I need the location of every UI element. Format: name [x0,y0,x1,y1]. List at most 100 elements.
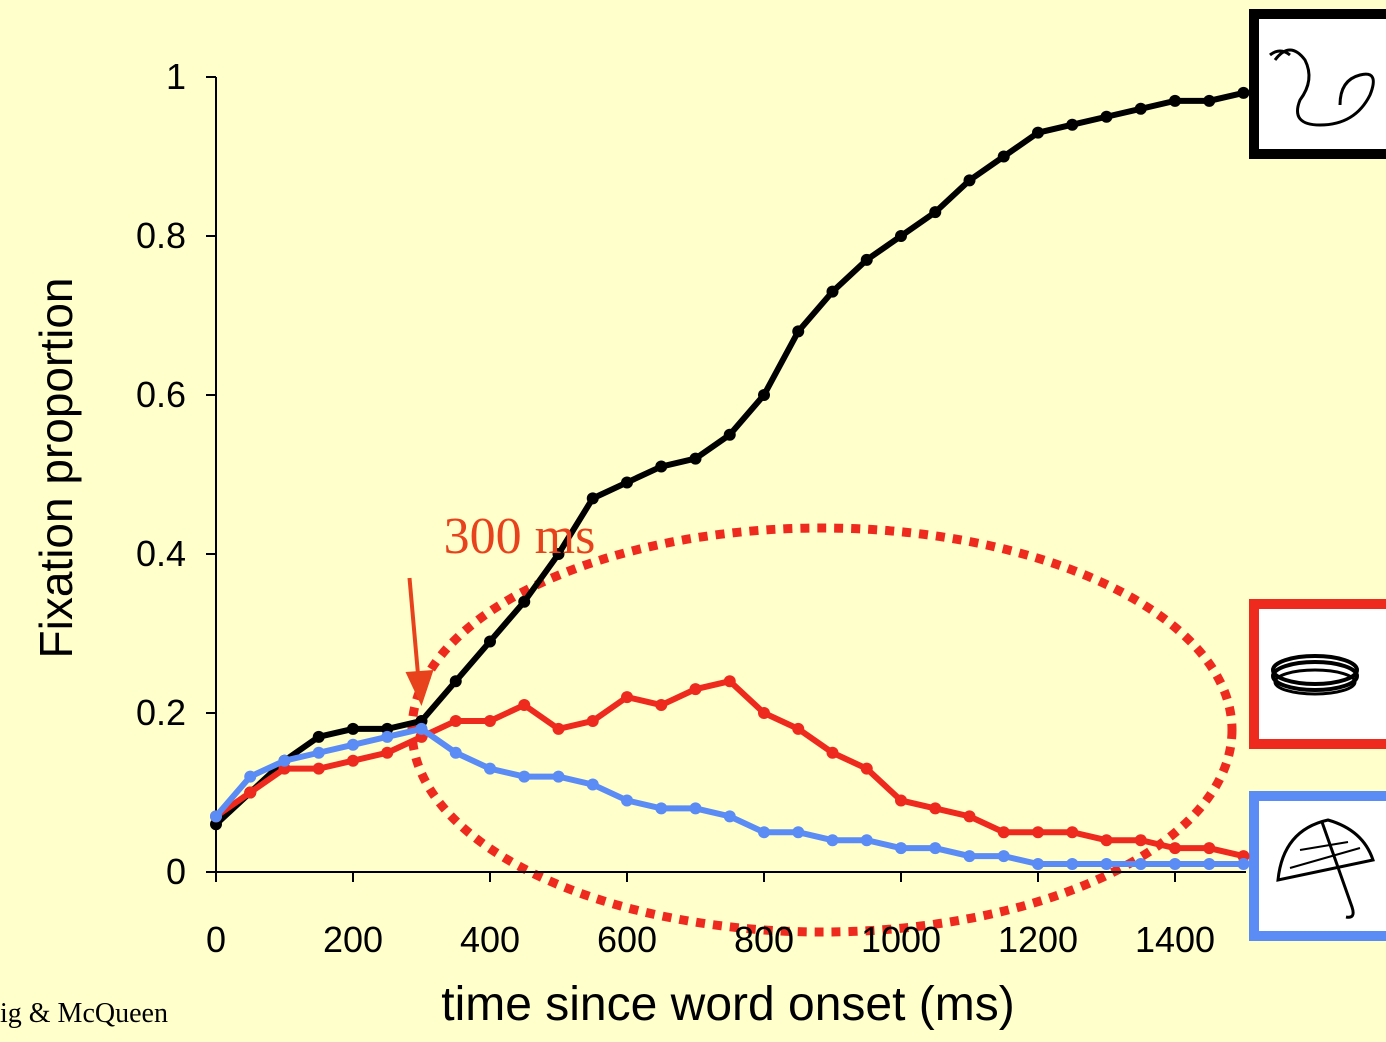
data-point [723,675,736,688]
data-point [758,826,770,839]
data-point [449,675,462,688]
data-point [518,770,531,783]
data-point [312,730,325,743]
data-point [1169,94,1181,107]
data-point [929,842,942,855]
data-point [484,714,496,727]
data-point [552,722,565,735]
data-point [1066,826,1079,839]
x-tick-label: 1400 [1135,919,1215,960]
credit: ig & McQueen [0,998,168,1029]
data-point [484,762,496,775]
data-point [997,826,1010,839]
distractor-picture [1249,791,1386,941]
data-point [1066,118,1079,131]
competitor-picture [1249,599,1386,749]
data-point [860,834,873,847]
annotation: 300 ms [444,508,596,565]
data-point [449,746,462,759]
y-tick-label: 0.6 [136,374,186,415]
data-point [1100,110,1113,123]
data-point [244,770,257,783]
data-point [997,850,1010,863]
data-point [963,810,976,823]
data-point [552,548,565,560]
annotation-arrowhead [405,670,434,706]
x-tick-label: 600 [597,919,657,960]
data-point [347,722,359,735]
data-point [895,230,907,242]
data-point [1237,858,1250,871]
series-line [213,725,1244,868]
data-point [1203,842,1216,855]
y-tick-label: 0.8 [136,215,186,256]
y-tick-label: 0.2 [136,692,186,733]
data-point [449,714,462,727]
annotation-arrow [407,577,421,681]
data-point [1237,86,1250,99]
data-point [792,325,805,338]
data-point [655,460,668,473]
data-point [929,206,942,219]
data-point [758,389,770,401]
data-point [347,738,359,751]
data-point [826,834,839,847]
data-point [655,802,668,815]
data-point [621,691,633,704]
data-point [518,699,531,712]
x-tick-label: 200 [323,919,383,960]
data-point [312,762,325,775]
series-line [214,677,1245,860]
x-tick-label: 0 [206,919,226,960]
data-point [1100,834,1113,847]
data-point [1066,858,1079,871]
data-point [860,253,873,266]
y-tick-label: 0.4 [136,533,186,574]
data-point [278,754,291,767]
data-point [1032,126,1044,139]
data-point [997,150,1010,163]
data-point [1169,842,1181,855]
y-tick-label: 1 [166,56,186,97]
data-point [381,730,394,743]
data-point [347,754,359,767]
y-tick-label: 0 [166,851,186,892]
data-point [586,492,599,505]
data-point [895,794,907,807]
data-point [1134,102,1147,115]
data-point [655,699,668,712]
data-point [381,746,394,759]
data-point [1203,858,1216,871]
data-point [1134,858,1147,871]
x-tick-label: 800 [734,919,794,960]
data-point [484,635,496,648]
target-picture [1249,9,1386,159]
data-point [244,786,257,799]
data-point [1134,834,1147,847]
data-point [826,285,839,298]
data-point [1032,826,1044,839]
data-point [586,714,599,727]
x-tick-label: 1000 [861,919,941,960]
data-point [758,707,770,719]
data-point [1100,858,1113,871]
data-point [963,850,976,863]
data-point [792,722,805,735]
data-point [895,842,907,855]
data-point [689,452,702,465]
x-tick-label: 400 [460,919,520,960]
y-axis-title: Fixation proportion [30,278,82,659]
series-line [213,89,1245,827]
data-point [929,802,942,815]
data-point [586,778,599,791]
data-point [689,802,702,815]
data-point [621,794,633,807]
data-point [723,810,736,823]
data-point [723,428,736,441]
data-point [312,746,325,759]
data-point [518,595,531,608]
data-point [826,746,839,759]
data-point [792,826,805,839]
data-point [1032,858,1044,871]
